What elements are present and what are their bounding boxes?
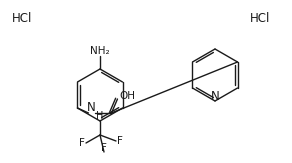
Text: F: F xyxy=(117,136,123,146)
Text: NH₂: NH₂ xyxy=(90,46,110,56)
Text: H: H xyxy=(96,111,104,121)
Text: OH: OH xyxy=(119,91,135,101)
Text: F: F xyxy=(79,138,85,148)
Text: N: N xyxy=(211,90,219,103)
Text: HCl: HCl xyxy=(12,12,32,24)
Text: N: N xyxy=(87,101,96,114)
Text: F: F xyxy=(101,143,107,153)
Text: HCl: HCl xyxy=(250,12,270,24)
